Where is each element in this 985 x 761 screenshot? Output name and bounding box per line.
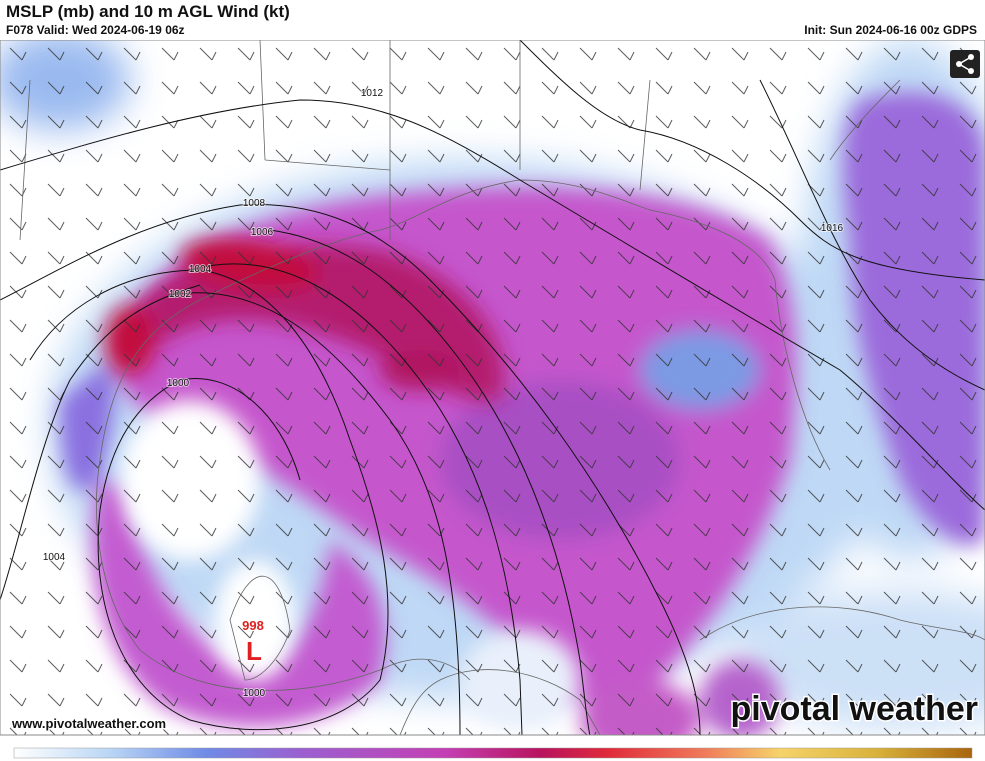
share-button[interactable]: [950, 50, 980, 78]
map: 1015202530354045505560: [0, 40, 985, 759]
isobar-label: 1016: [821, 223, 844, 234]
isobar-labels: 1012 1008 1006 1004 1002 1000 1016 1004 …: [42, 87, 845, 700]
website: www.pivotalweather.com: [11, 716, 166, 731]
isobar-label: 1004: [43, 552, 66, 563]
valid-time: F078 Valid: Wed 2024-06-19 06z: [6, 23, 185, 37]
logo: pivotal weather: [730, 690, 978, 728]
colorbar-scale: [13, 747, 973, 759]
isobar-label: 1012: [361, 88, 384, 99]
isobar-label: 1006: [251, 227, 274, 238]
isobar-label: 1000: [167, 378, 190, 389]
low-symbol: L: [246, 636, 262, 666]
map-title: MSLP (mb) and 10 m AGL Wind (kt): [6, 2, 290, 21]
init-time: Init: Sun 2024-06-16 00z GDPS: [804, 23, 977, 37]
isobar-label: 1004: [189, 264, 212, 275]
low-pressure: 998: [242, 618, 264, 633]
map-field: 1012 1008 1006 1004 1002 1000 1016 1004 …: [0, 40, 985, 735]
colorbar: [13, 747, 973, 759]
isobar-label: 1000: [243, 688, 266, 699]
isobar-label: 1002: [169, 289, 192, 300]
isobar-label: 1008: [243, 198, 266, 209]
